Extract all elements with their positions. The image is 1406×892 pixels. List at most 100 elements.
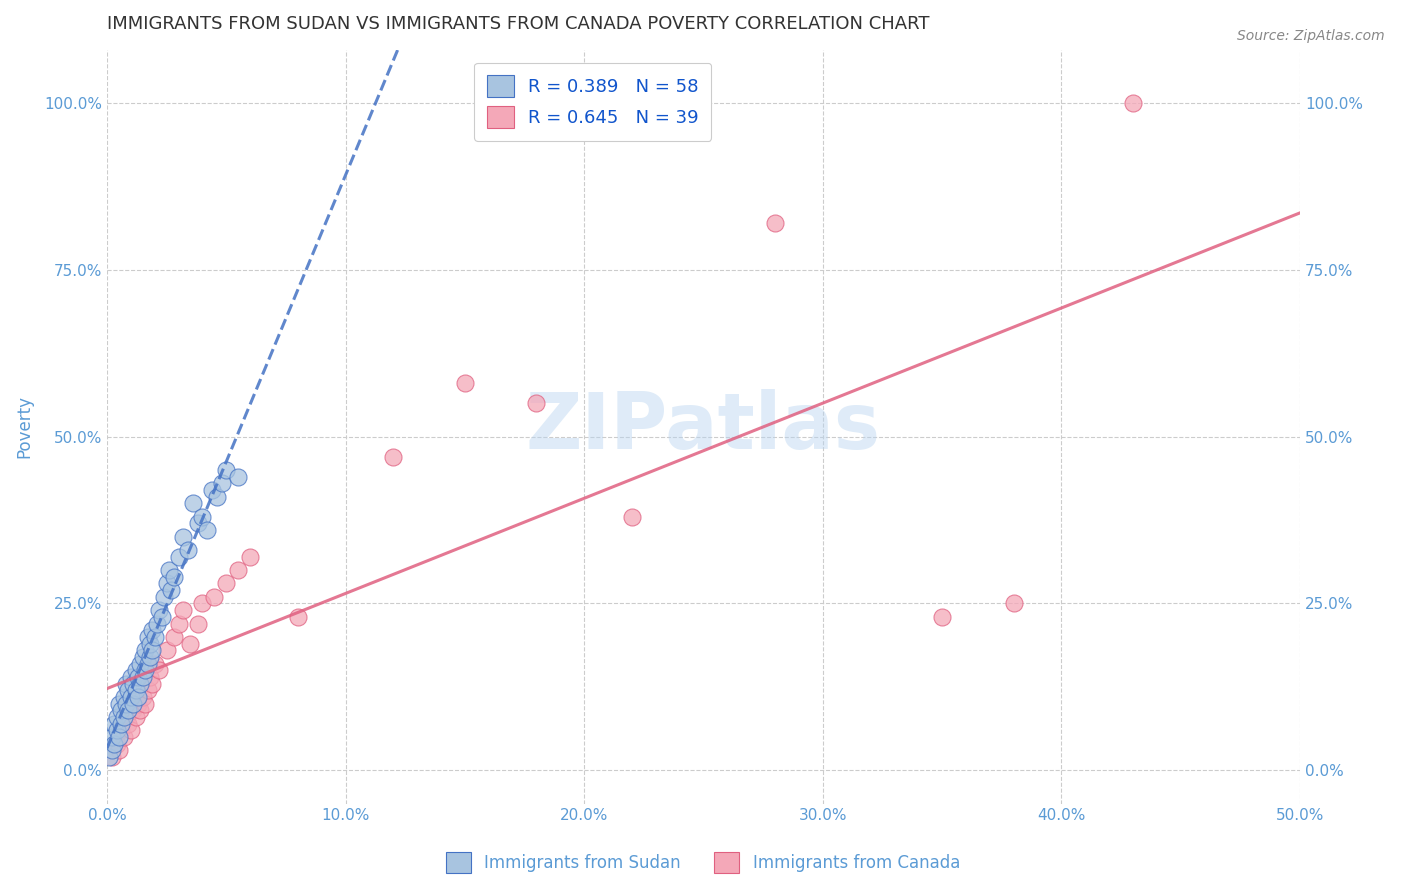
Point [181, 496, 204, 510]
Point [110, 723, 132, 738]
Point [100, 743, 122, 757]
Point [172, 530, 194, 544]
Point [124, 710, 146, 724]
Point [239, 549, 262, 564]
Point [115, 676, 138, 690]
Point [139, 636, 162, 650]
Point [134, 697, 156, 711]
Point [763, 216, 786, 230]
Point [226, 469, 249, 483]
Point [167, 549, 190, 564]
Point [139, 649, 162, 664]
Point [110, 716, 132, 731]
Point [526, 396, 548, 410]
Point [163, 570, 186, 584]
Point [157, 563, 180, 577]
Point [141, 676, 163, 690]
Point [115, 710, 138, 724]
Point [117, 703, 139, 717]
Point [148, 603, 170, 617]
Point [120, 670, 142, 684]
Legend: Immigrants from Sudan, Immigrants from Canada: Immigrants from Sudan, Immigrants from C… [439, 846, 967, 880]
Text: Source: ZipAtlas.com: Source: ZipAtlas.com [1237, 29, 1385, 43]
Point [205, 490, 228, 504]
Point [215, 463, 238, 477]
Text: IMMIGRANTS FROM SUDAN VS IMMIGRANTS FROM CANADA POVERTY CORRELATION CHART: IMMIGRANTS FROM SUDAN VS IMMIGRANTS FROM… [107, 15, 929, 33]
Point [103, 737, 125, 751]
Point [122, 676, 145, 690]
Point [156, 576, 179, 591]
Point [146, 616, 169, 631]
Point [172, 603, 194, 617]
Point [98, 750, 121, 764]
Point [100, 730, 122, 744]
Point [136, 683, 159, 698]
Point [156, 643, 179, 657]
Point [620, 509, 643, 524]
Point [120, 723, 142, 738]
Point [132, 670, 155, 684]
Point [141, 623, 163, 637]
Point [103, 716, 125, 731]
Point [177, 543, 200, 558]
Point [215, 576, 238, 591]
Point [139, 670, 162, 684]
Point [382, 450, 405, 464]
Point [112, 730, 135, 744]
Point [100, 750, 122, 764]
Point [226, 563, 249, 577]
Point [202, 590, 225, 604]
Point [153, 590, 176, 604]
Point [1002, 597, 1025, 611]
Point [136, 657, 159, 671]
Point [191, 509, 214, 524]
Point [141, 643, 163, 657]
Point [117, 683, 139, 698]
Point [124, 683, 146, 698]
Point [122, 703, 145, 717]
Point [112, 690, 135, 704]
Point [132, 690, 155, 704]
Legend: R = 0.389   N = 58, R = 0.645   N = 39: R = 0.389 N = 58, R = 0.645 N = 39 [474, 62, 711, 141]
Point [108, 743, 131, 757]
Point [195, 523, 218, 537]
Point [201, 483, 224, 497]
Point [143, 657, 166, 671]
Point [108, 730, 131, 744]
Point [127, 697, 149, 711]
Text: ZIPatlas: ZIPatlas [526, 389, 882, 465]
Point [454, 376, 477, 391]
Point [148, 663, 170, 677]
Point [132, 649, 155, 664]
Point [287, 610, 309, 624]
Y-axis label: Poverty: Poverty [15, 395, 32, 458]
Point [129, 676, 152, 690]
Point [112, 710, 135, 724]
Point [211, 476, 233, 491]
Point [129, 657, 152, 671]
Point [127, 690, 149, 704]
Point [124, 663, 146, 677]
Point [122, 697, 145, 711]
Point [187, 516, 209, 531]
Point [105, 737, 128, 751]
Point [117, 716, 139, 731]
Point [127, 670, 149, 684]
Point [167, 616, 190, 631]
Point [160, 583, 183, 598]
Point [187, 616, 209, 631]
Point [163, 630, 186, 644]
Point [1122, 96, 1144, 111]
Point [134, 643, 156, 657]
Point [129, 703, 152, 717]
Point [110, 703, 132, 717]
Point [134, 663, 156, 677]
Point [931, 610, 953, 624]
Point [136, 630, 159, 644]
Point [108, 697, 131, 711]
Point [191, 597, 214, 611]
Point [143, 630, 166, 644]
Point [120, 690, 142, 704]
Point [105, 723, 128, 738]
Point [150, 610, 173, 624]
